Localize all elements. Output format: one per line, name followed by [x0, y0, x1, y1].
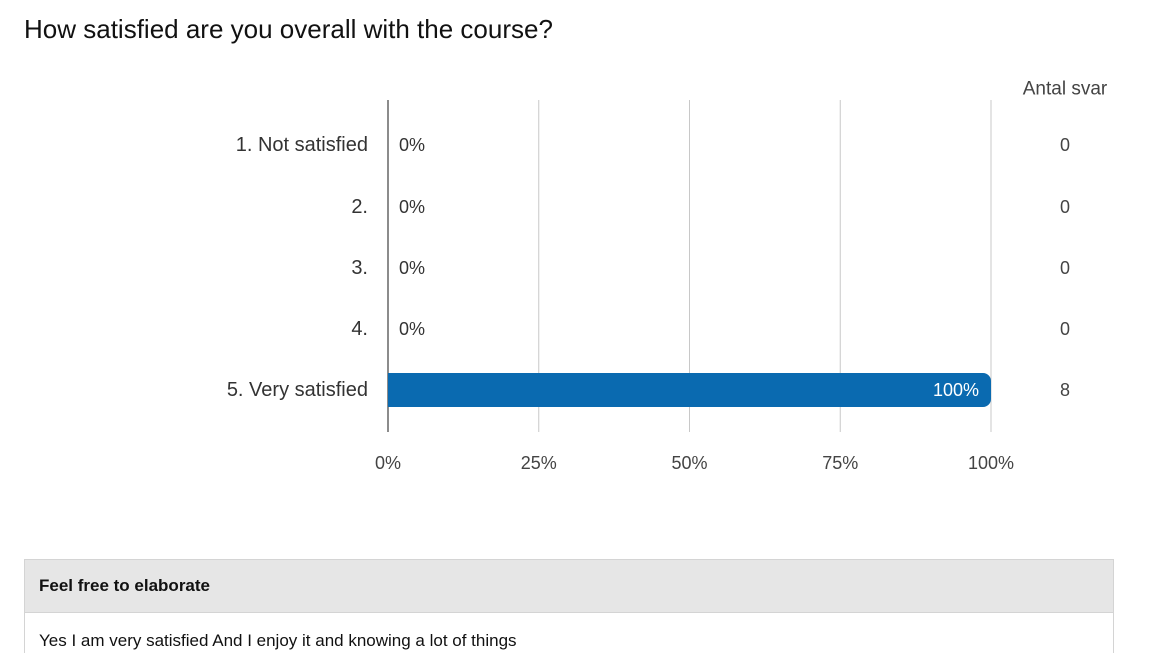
response-count: 0 — [1060, 135, 1070, 155]
counts-header: Antal svar — [1023, 79, 1108, 100]
bar-value-label: 0% — [399, 319, 425, 339]
comments-header: Feel free to elaborate — [25, 560, 1113, 613]
satisfaction-bar-chart: 0% 25% 50% 75% 100% Antal svar 1. Not satisfie… — [227, 79, 1108, 474]
response-count: 8 — [1060, 380, 1070, 400]
response-count: 0 — [1060, 197, 1070, 217]
response-count: 0 — [1060, 319, 1070, 339]
response-count: 0 — [1060, 258, 1070, 278]
bar — [388, 373, 991, 407]
category-label: 4. — [351, 318, 368, 340]
category-label: 5. Very satisfied — [227, 379, 368, 401]
comment-row: Yes I am very satisfied And I enjoy it a… — [25, 613, 1113, 653]
bar-value-label: 0% — [399, 258, 425, 278]
x-tick-label: 25% — [521, 453, 557, 473]
x-tick-label: 100% — [968, 453, 1014, 473]
comments-table: Feel free to elaborate Yes I am very sat… — [24, 559, 1114, 653]
bar-value-label: 0% — [399, 135, 425, 155]
x-tick-label: 50% — [671, 453, 707, 473]
category-label: 3. — [351, 257, 368, 279]
category-label: 2. — [351, 196, 368, 218]
bar-value-label: 0% — [399, 197, 425, 217]
x-tick-label: 75% — [822, 453, 858, 473]
question-title: How satisfied are you overall with the c… — [24, 14, 553, 44]
x-tick-label: 0% — [375, 453, 401, 473]
bar-value-label: 100% — [933, 380, 979, 400]
category-label: 1. Not satisfied — [236, 134, 368, 156]
